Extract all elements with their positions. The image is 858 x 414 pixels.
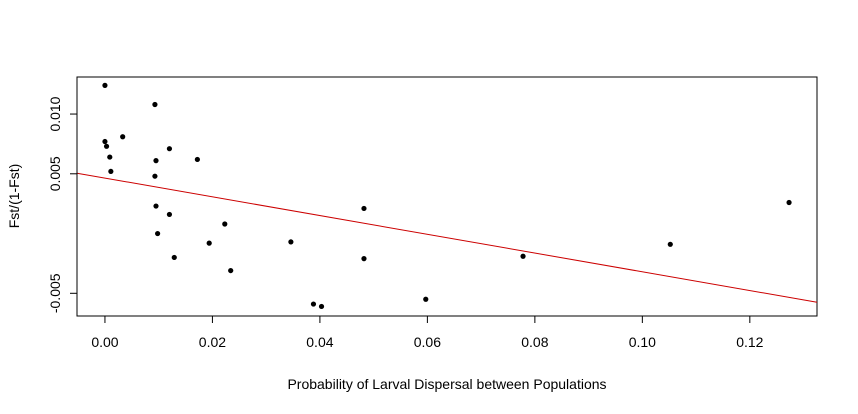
data-point-0 (102, 82, 108, 88)
x-axis-label: Probability of Larval Dispersal between … (287, 376, 606, 392)
data-point-20 (318, 303, 325, 310)
data-point-3 (107, 154, 113, 160)
x-tick-label-5: 0.10 (629, 334, 656, 350)
fit-line-layer (76, 172, 818, 303)
data-point-6 (152, 101, 158, 108)
x-tick-label-1: 0.02 (199, 334, 226, 350)
x-tick-label-0: 0.00 (91, 334, 118, 350)
data-point-9 (153, 203, 159, 209)
y-axis-label: Fst/(1-Fst) (6, 164, 22, 229)
data-point-19 (310, 301, 317, 307)
data-point-25 (667, 241, 673, 247)
y-axis: -0.005 0.005 0.010 (47, 96, 78, 313)
y-tick-label-0: -0.005 (47, 273, 63, 313)
data-point-26 (786, 199, 792, 206)
y-tick-label-1: 0.005 (47, 156, 63, 191)
data-point-7 (152, 173, 158, 179)
data-point-17 (228, 267, 234, 274)
data-point-22 (361, 256, 367, 262)
data-point-18 (288, 239, 294, 245)
data-point-21 (361, 205, 367, 212)
x-tick-label-2: 0.04 (306, 334, 333, 350)
data-point-15 (206, 240, 212, 246)
data-point-23 (423, 296, 429, 302)
data-point-12 (166, 211, 173, 218)
data-point-2 (103, 143, 110, 149)
data-point-24 (520, 253, 526, 259)
data-point-10 (155, 230, 161, 237)
x-tick-label-6: 0.12 (736, 334, 763, 350)
data-point-14 (194, 156, 200, 163)
x-tick-label-4: 0.08 (521, 334, 548, 350)
fit-line (76, 172, 818, 303)
data-point-11 (166, 146, 173, 152)
data-points (102, 82, 792, 310)
data-point-8 (153, 158, 159, 164)
data-point-16 (222, 221, 228, 227)
y-tick-label-2: 0.010 (47, 96, 63, 131)
data-point-1 (102, 138, 108, 145)
data-point-13 (171, 254, 177, 261)
plot-frame (76, 76, 818, 317)
data-point-4 (108, 168, 114, 175)
data-point-5 (120, 134, 126, 140)
x-tick-label-3: 0.06 (414, 334, 441, 350)
x-axis: 0.00 0.02 0.04 0.06 0.08 0.10 0.12 (91, 315, 764, 350)
